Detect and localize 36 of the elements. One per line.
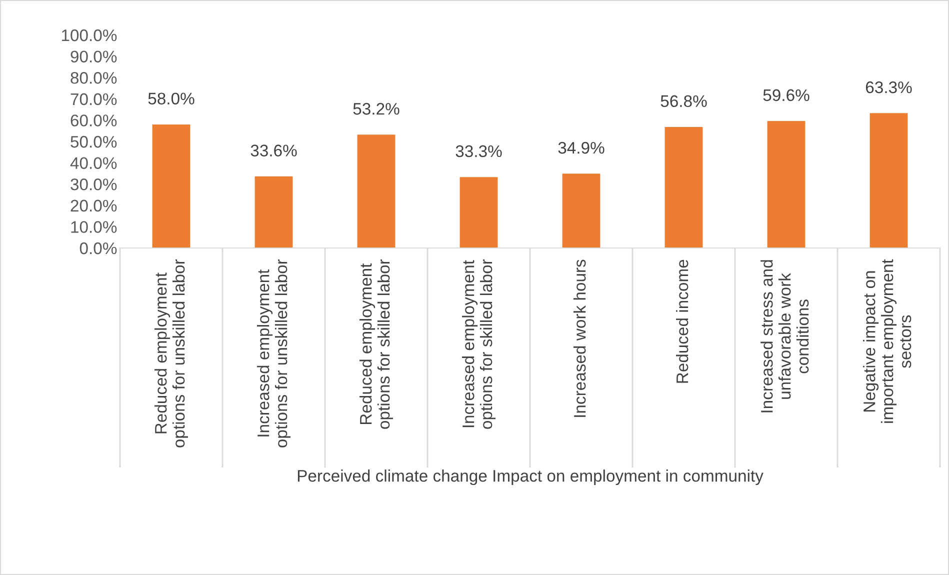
y-tick-label: 50.0% (70, 136, 117, 148)
bar (460, 177, 498, 248)
data-label: 63.3% (866, 81, 912, 94)
y-tick-label: 70.0% (70, 93, 117, 106)
data-label: 59.6% (763, 89, 810, 102)
bar (870, 113, 908, 248)
x-tick-label: Reduced employment options for unskilled labor (154, 259, 188, 448)
bar (254, 176, 293, 248)
y-tick-label: 10.0% (71, 221, 117, 233)
x-tick-label: Increased employment options for unskilled labor (257, 259, 290, 448)
x-tick-label: Increased work hours (573, 260, 586, 417)
x-tick-label: Reduced income (676, 260, 688, 383)
bar (767, 121, 806, 248)
bar (152, 124, 190, 248)
bar (562, 174, 600, 248)
y-tick-label: 90.0% (70, 50, 117, 63)
y-tick-label: 20.0% (70, 200, 117, 212)
data-label: 33.6% (250, 144, 297, 156)
data-label: 58.0% (148, 92, 194, 104)
x-axis-title: Perceived climate change Impact on employment in community (298, 470, 764, 486)
data-label: 53.2% (353, 102, 400, 115)
data-label: 56.8% (660, 95, 707, 108)
data-label: 34.9% (558, 142, 604, 154)
y-tick-label: 100.0% (62, 29, 117, 42)
x-tick-label: Reduced employment options for skilled labor (360, 259, 393, 429)
y-tick-label: 60.0% (70, 114, 117, 126)
bar (664, 127, 703, 248)
data-label: 33.3% (456, 145, 502, 158)
x-tick-label: Increased stress and unfavorable work conditions (760, 260, 809, 412)
y-tick-label: 0.0% (80, 242, 117, 254)
x-tick-label: Increased employment options for skilled labor (462, 259, 496, 429)
y-tick-label: 80.0% (70, 72, 117, 84)
bar (357, 134, 396, 248)
y-tick-label: 40.0% (70, 157, 117, 170)
y-tick-label: 30.0% (70, 178, 117, 190)
x-tick-label: Negative impact on important employment sectors (863, 259, 912, 423)
